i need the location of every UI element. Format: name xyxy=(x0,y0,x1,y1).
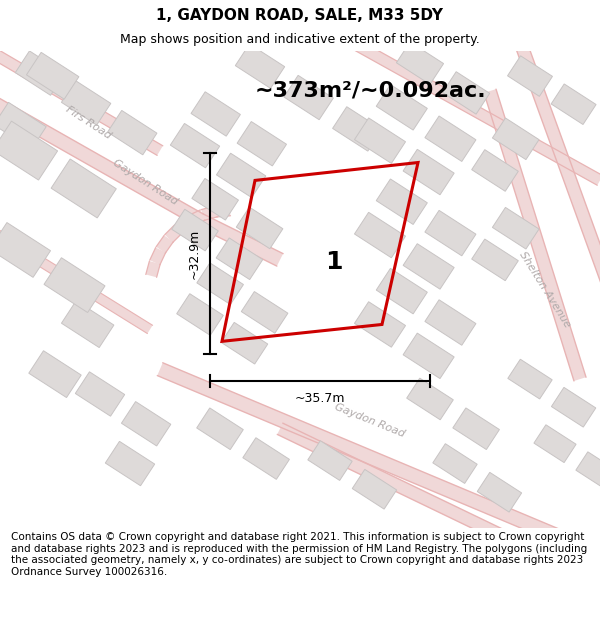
Text: 1: 1 xyxy=(325,250,343,274)
Polygon shape xyxy=(508,56,553,96)
Polygon shape xyxy=(0,222,50,278)
Polygon shape xyxy=(241,291,288,333)
Text: Map shows position and indicative extent of the property.: Map shows position and indicative extent… xyxy=(120,34,480,46)
Polygon shape xyxy=(61,81,111,125)
Polygon shape xyxy=(156,236,173,253)
Polygon shape xyxy=(332,107,382,151)
Polygon shape xyxy=(403,149,454,195)
Polygon shape xyxy=(355,118,406,163)
Polygon shape xyxy=(61,301,114,348)
Polygon shape xyxy=(0,36,600,46)
Polygon shape xyxy=(157,362,600,564)
Polygon shape xyxy=(407,378,454,420)
Text: ~32.9m: ~32.9m xyxy=(187,228,200,279)
Polygon shape xyxy=(508,359,552,399)
Polygon shape xyxy=(121,402,171,446)
Polygon shape xyxy=(243,438,289,479)
Polygon shape xyxy=(376,84,427,130)
Polygon shape xyxy=(165,225,182,242)
Polygon shape xyxy=(397,42,443,84)
Polygon shape xyxy=(191,92,241,136)
Polygon shape xyxy=(0,102,46,149)
Polygon shape xyxy=(150,248,166,265)
Text: Gaydon Road: Gaydon Road xyxy=(111,158,179,207)
Text: ~35.7m: ~35.7m xyxy=(295,392,345,406)
Polygon shape xyxy=(0,226,152,334)
Polygon shape xyxy=(425,116,476,161)
Polygon shape xyxy=(236,207,283,249)
Polygon shape xyxy=(376,179,427,224)
Polygon shape xyxy=(0,46,163,156)
Polygon shape xyxy=(355,213,406,258)
Polygon shape xyxy=(425,211,476,256)
Polygon shape xyxy=(284,76,334,120)
Polygon shape xyxy=(188,210,205,226)
Polygon shape xyxy=(197,214,283,266)
Polygon shape xyxy=(355,302,406,348)
Text: Firs Road: Firs Road xyxy=(64,104,112,141)
Polygon shape xyxy=(576,452,600,489)
Polygon shape xyxy=(425,300,476,345)
Polygon shape xyxy=(107,111,157,155)
Polygon shape xyxy=(176,294,223,336)
Polygon shape xyxy=(217,153,266,198)
Polygon shape xyxy=(201,206,218,221)
Polygon shape xyxy=(192,178,238,220)
Polygon shape xyxy=(347,36,600,185)
Text: Gaydon Road: Gaydon Road xyxy=(334,402,407,439)
Polygon shape xyxy=(551,388,596,427)
Polygon shape xyxy=(443,72,490,114)
Polygon shape xyxy=(59,2,112,49)
Polygon shape xyxy=(51,159,116,218)
Polygon shape xyxy=(403,333,454,379)
Polygon shape xyxy=(277,423,600,593)
Polygon shape xyxy=(472,149,518,191)
Polygon shape xyxy=(215,204,230,217)
Polygon shape xyxy=(514,39,600,292)
Polygon shape xyxy=(493,208,539,249)
Polygon shape xyxy=(76,372,125,416)
Polygon shape xyxy=(197,263,244,304)
Polygon shape xyxy=(197,408,244,449)
Polygon shape xyxy=(0,121,58,180)
Polygon shape xyxy=(170,123,220,168)
Polygon shape xyxy=(235,44,284,88)
Polygon shape xyxy=(106,441,155,486)
Polygon shape xyxy=(237,121,287,166)
Text: ~373m²/~0.092ac.: ~373m²/~0.092ac. xyxy=(254,81,486,101)
Polygon shape xyxy=(534,425,576,462)
Polygon shape xyxy=(175,216,193,233)
Polygon shape xyxy=(352,469,397,509)
Polygon shape xyxy=(29,351,81,398)
Polygon shape xyxy=(493,118,539,159)
Polygon shape xyxy=(484,89,586,381)
Polygon shape xyxy=(433,444,477,483)
Polygon shape xyxy=(0,95,203,226)
Polygon shape xyxy=(403,244,454,289)
Polygon shape xyxy=(146,261,160,278)
Text: 1, GAYDON ROAD, SALE, M33 5DY: 1, GAYDON ROAD, SALE, M33 5DY xyxy=(157,8,443,23)
Polygon shape xyxy=(16,51,65,95)
Polygon shape xyxy=(221,322,268,364)
Polygon shape xyxy=(216,238,263,279)
Polygon shape xyxy=(453,408,499,449)
Polygon shape xyxy=(44,258,105,312)
Text: Contains OS data © Crown copyright and database right 2021. This information is : Contains OS data © Crown copyright and d… xyxy=(11,532,587,577)
Polygon shape xyxy=(308,441,352,481)
Polygon shape xyxy=(551,84,596,124)
Polygon shape xyxy=(376,268,427,314)
Polygon shape xyxy=(26,52,79,99)
Polygon shape xyxy=(172,209,218,251)
Polygon shape xyxy=(477,472,521,512)
Polygon shape xyxy=(472,239,518,281)
Text: Shelton Avenue: Shelton Avenue xyxy=(518,250,572,329)
